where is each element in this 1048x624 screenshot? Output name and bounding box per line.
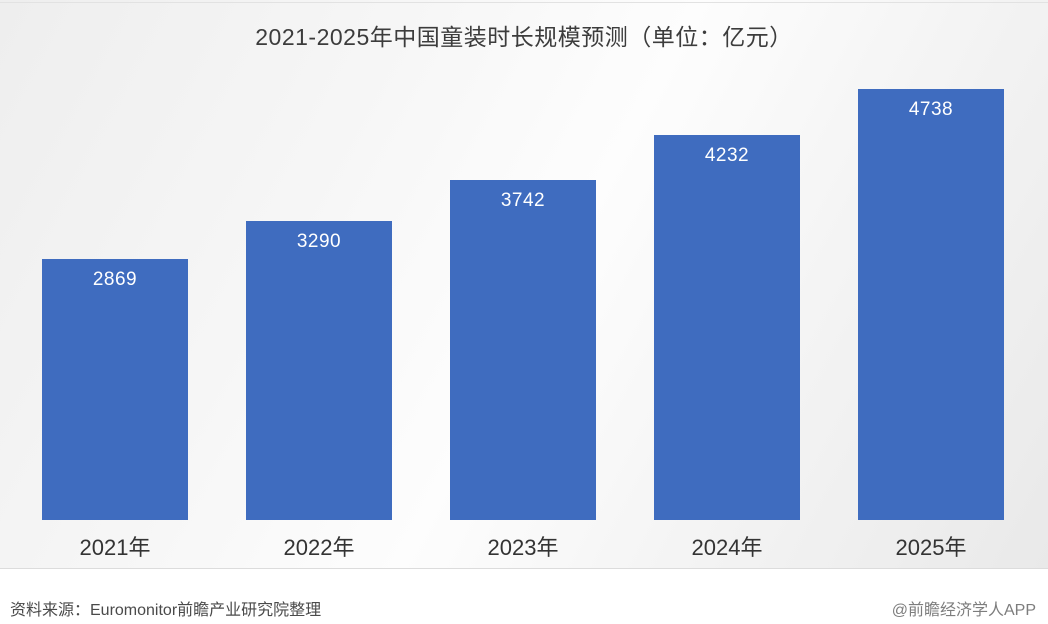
top-border <box>0 2 1048 3</box>
bar: 2869 <box>42 259 188 520</box>
bar-value-label: 2869 <box>92 269 138 290</box>
bar-value-label: 3290 <box>296 231 342 252</box>
x-axis-label: 2022年 <box>283 535 355 560</box>
x-axis-label: 2021年 <box>79 535 151 560</box>
chart-title: 2021-2025年中国童装时长规模预测（单位：亿元） <box>255 24 793 50</box>
bar: 3290 <box>246 221 392 520</box>
brand-watermark: @前瞻经济学人APP <box>891 602 1036 619</box>
bar-chart: 2021-2025年中国童装时长规模预测（单位：亿元） 2869 3290 3742… <box>0 0 1048 568</box>
footer-divider <box>0 568 1048 569</box>
bar-value-label: 3742 <box>500 190 546 211</box>
source-text: 资料来源：Euromonitor前瞻产业研究院整理 <box>10 602 322 619</box>
x-axis-label: 2023年 <box>487 535 559 560</box>
x-axis-label: 2025年 <box>895 535 967 560</box>
bar: 4232 <box>654 135 800 520</box>
x-axis: 2021年 2022年 2023年 2024年 2025年 <box>0 530 1048 564</box>
bar: 3742 <box>450 180 596 520</box>
bar-value-label: 4738 <box>908 99 954 120</box>
bar-value-label: 4232 <box>704 145 750 166</box>
footer: 资料来源：Euromonitor前瞻产业研究院整理 @前瞻经济学人APP <box>0 592 1048 624</box>
bar: 4738 <box>858 89 1004 520</box>
plot-area: 2869 3290 3742 4232 4738 <box>42 89 1004 520</box>
x-axis-label: 2024年 <box>691 535 763 560</box>
